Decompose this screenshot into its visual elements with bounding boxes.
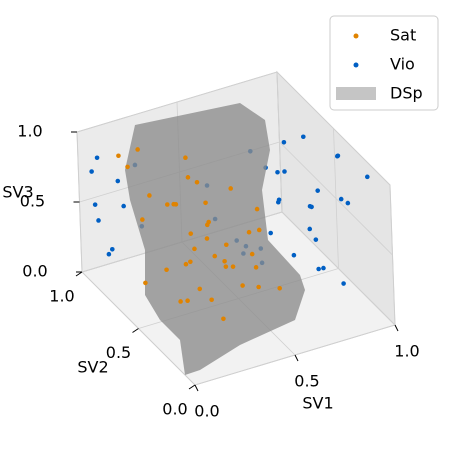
point — [188, 231, 194, 236]
grid-line — [76, 71, 278, 133]
point — [116, 153, 121, 159]
x-tick — [194, 384, 199, 392]
point — [240, 283, 245, 288]
point — [277, 286, 283, 291]
point — [121, 203, 126, 209]
point — [96, 218, 101, 223]
y-tick — [132, 328, 139, 333]
point — [204, 236, 210, 241]
point — [335, 153, 340, 159]
point — [178, 299, 183, 304]
point — [321, 265, 326, 271]
point — [256, 284, 261, 290]
point — [246, 229, 252, 235]
point — [140, 217, 145, 222]
point — [316, 266, 321, 272]
point — [92, 202, 98, 207]
point — [276, 199, 281, 205]
point — [164, 267, 169, 273]
point — [194, 179, 200, 185]
y-tick-label: 0.5 — [106, 343, 131, 362]
point — [209, 297, 214, 303]
point — [125, 164, 130, 170]
point — [94, 155, 100, 161]
point — [309, 204, 314, 210]
point — [135, 147, 140, 152]
point — [185, 298, 190, 304]
y-axis-label: SV2 — [77, 358, 108, 377]
point — [89, 169, 94, 174]
point — [313, 237, 319, 242]
point — [197, 286, 203, 292]
point — [275, 169, 280, 175]
point — [256, 227, 262, 233]
x-tick-label: 0.0 — [194, 402, 219, 421]
point — [345, 200, 351, 206]
point — [165, 202, 170, 207]
point — [307, 226, 313, 232]
point — [268, 230, 274, 236]
point — [338, 196, 344, 202]
point — [147, 193, 152, 198]
z-tick-label: 1.0 — [17, 122, 42, 141]
point — [223, 264, 229, 269]
labels: 0.00.51.00.00.51.00.00.51.0 — [17, 122, 419, 421]
point — [183, 261, 189, 267]
legend-patch — [336, 87, 376, 100]
point — [253, 265, 259, 270]
x-tick — [394, 324, 399, 332]
point — [230, 264, 236, 269]
x-tick — [294, 354, 299, 362]
point — [212, 253, 218, 259]
x-tick-label: 0.5 — [294, 372, 319, 391]
point — [183, 155, 188, 160]
z-tick-label: 0.0 — [22, 262, 47, 281]
point — [282, 169, 287, 174]
point — [115, 178, 121, 184]
point — [341, 281, 346, 286]
z-axis-label: SV3 — [2, 183, 33, 202]
point — [365, 174, 370, 180]
point — [205, 222, 210, 228]
surface — [125, 103, 305, 375]
y-tick — [188, 384, 196, 390]
point — [192, 246, 197, 252]
legend: Sat Vio DSp — [329, 15, 439, 111]
point — [203, 200, 208, 206]
x-axis-label: SV1 — [302, 394, 333, 413]
front-points — [116, 147, 283, 322]
grid-line — [281, 211, 396, 326]
legend-label: Sat — [390, 26, 416, 45]
y-tick-label: 0.0 — [162, 400, 187, 419]
point — [224, 242, 229, 248]
grid-line — [276, 71, 391, 186]
point — [281, 140, 287, 145]
legend-marker — [353, 33, 359, 39]
point — [228, 186, 233, 191]
y-tick-label: 1.0 — [49, 287, 74, 306]
point — [301, 134, 306, 140]
z-tick-label: 0.5 — [20, 192, 45, 211]
legend-marker — [353, 62, 359, 68]
point — [221, 316, 226, 322]
point — [222, 259, 227, 264]
point — [110, 247, 115, 252]
point — [249, 251, 255, 257]
point — [315, 188, 321, 193]
point — [254, 206, 260, 212]
point — [106, 251, 112, 257]
x-tick-label: 1.0 — [394, 342, 419, 361]
y-tick — [75, 271, 83, 277]
point — [291, 252, 297, 258]
legend-label: DSp — [390, 84, 423, 103]
point — [173, 202, 179, 207]
point — [188, 259, 193, 265]
point — [185, 175, 191, 180]
legend-box — [329, 15, 439, 111]
legend-label: Vio — [390, 55, 415, 74]
grid-line — [279, 141, 393, 256]
point — [143, 280, 148, 286]
